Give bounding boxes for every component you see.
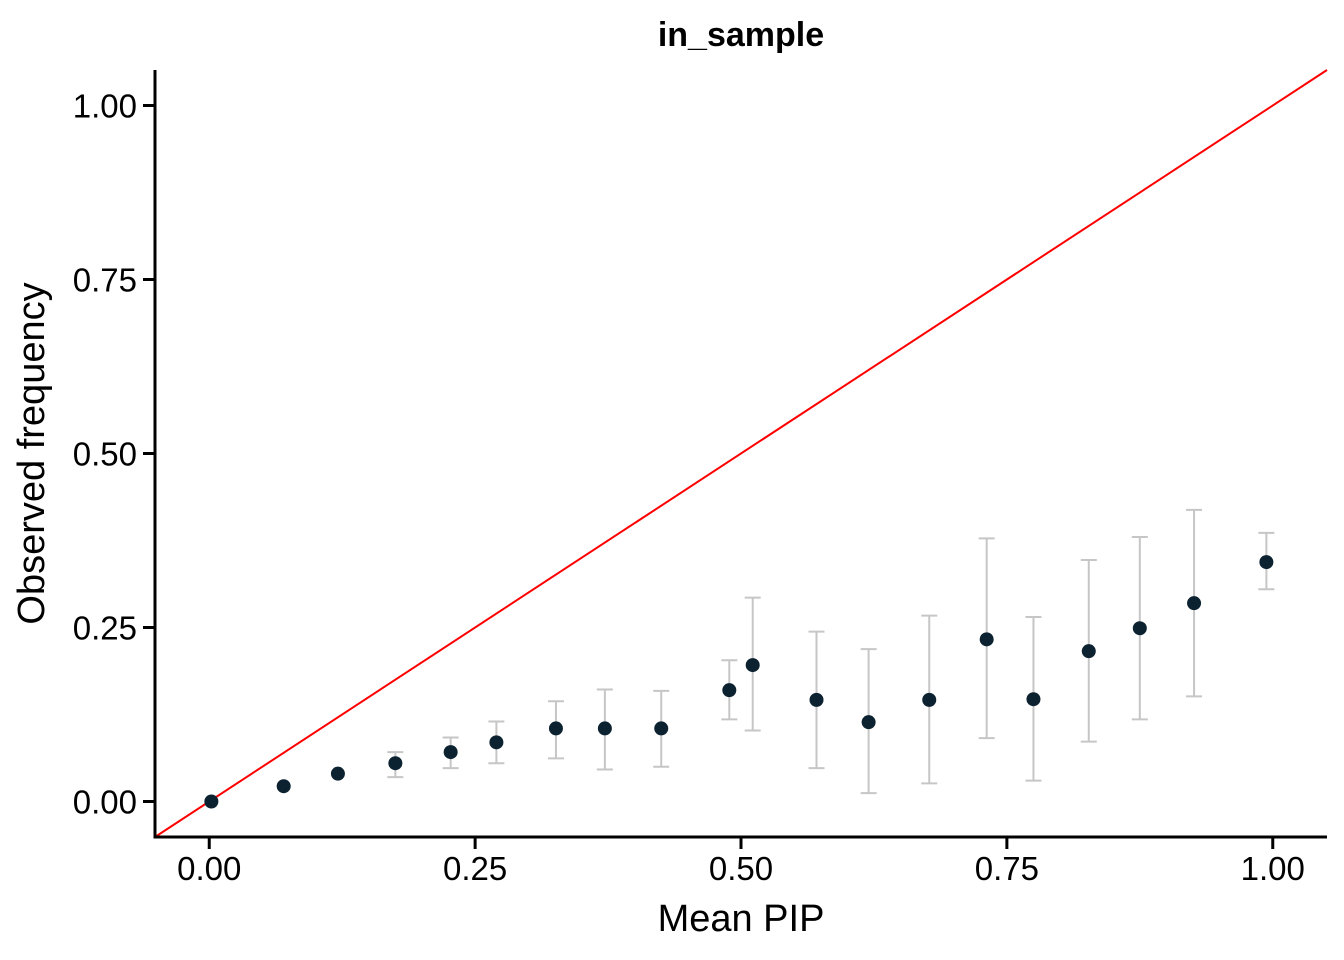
data-point	[489, 735, 504, 750]
data-point	[922, 692, 937, 707]
data-point	[1081, 644, 1096, 659]
data-point	[1132, 621, 1147, 636]
chart-title: in_sample	[658, 16, 824, 54]
y-tick-label: 0.00	[73, 784, 137, 821]
data-point	[204, 794, 219, 809]
identity-line	[154, 69, 1328, 838]
data-point	[654, 721, 669, 736]
data-point	[597, 721, 612, 736]
y-axis-label: Observed frequency	[11, 282, 53, 624]
data-point	[1259, 555, 1274, 570]
y-axis-ticks: 0.00 0.25 0.50 0.75 1.00	[73, 87, 155, 821]
x-tick-label: 0.00	[177, 850, 241, 887]
x-tick-label: 0.50	[709, 850, 773, 887]
y-tick-label: 0.50	[73, 436, 137, 473]
x-tick-label: 0.25	[443, 850, 507, 887]
data-point	[388, 756, 403, 771]
y-tick-label: 1.00	[73, 87, 137, 124]
data-point	[861, 715, 876, 730]
data-point	[276, 779, 291, 794]
data-point	[1026, 692, 1041, 707]
x-axis-ticks: 0.00 0.25 0.50 0.75 1.00	[177, 837, 1305, 887]
data-point	[1187, 596, 1202, 611]
error-bars	[387, 508, 1275, 795]
y-tick-label: 0.25	[73, 610, 137, 647]
data-point	[722, 683, 737, 698]
data-point	[443, 745, 458, 760]
x-axis-label: Mean PIP	[658, 898, 825, 940]
data-point	[745, 658, 760, 673]
x-tick-label: 0.75	[975, 850, 1039, 887]
data-point	[548, 721, 563, 736]
data-point	[979, 632, 994, 647]
data-point	[809, 692, 824, 707]
axes: 0.00 0.25 0.50 0.75 1.00 0.00 0.25 0.50 0.75 1.0…	[73, 70, 1327, 887]
y-tick-label: 0.75	[73, 261, 137, 298]
data-point	[330, 766, 345, 781]
data-points	[204, 555, 1274, 809]
x-tick-label: 1.00	[1241, 850, 1305, 887]
